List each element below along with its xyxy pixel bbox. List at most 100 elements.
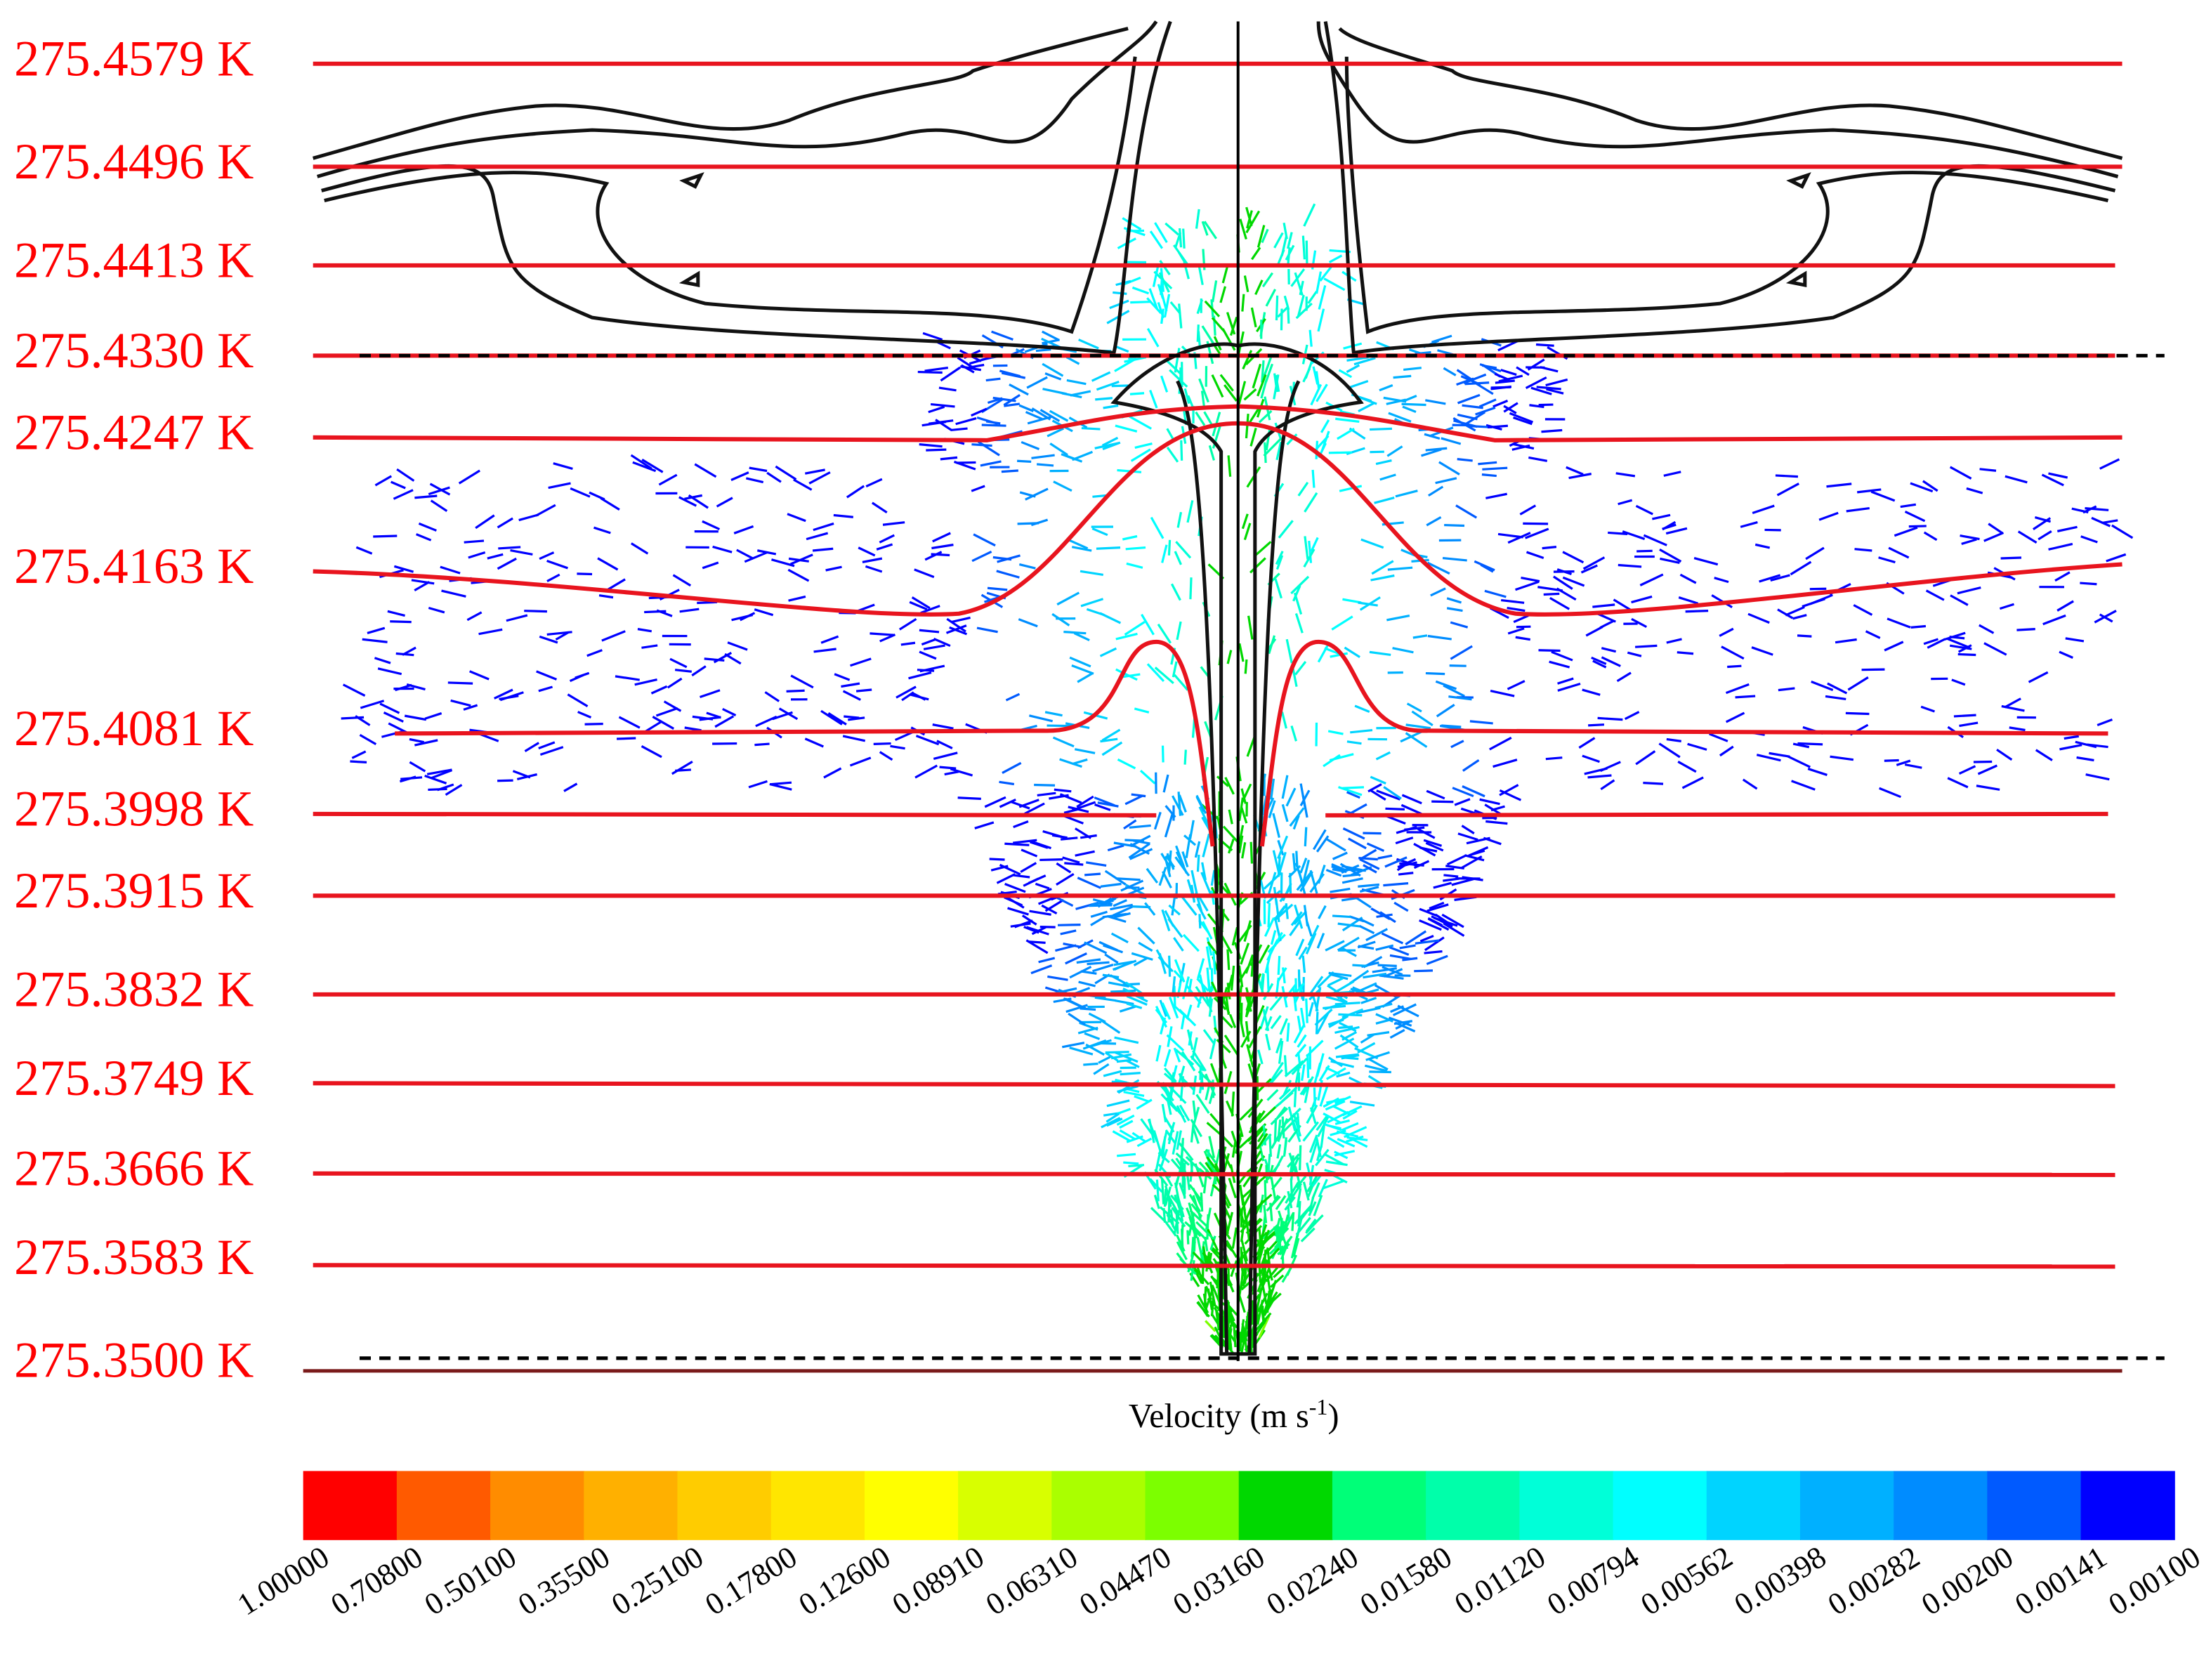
velocity-vector xyxy=(996,873,1016,884)
velocity-vector xyxy=(1037,792,1056,797)
velocity-vector xyxy=(1360,997,1377,1004)
velocity-vector xyxy=(1163,1115,1175,1133)
velocity-vector xyxy=(478,628,503,636)
velocity-vector xyxy=(1677,761,1697,773)
velocity-vector xyxy=(1347,837,1367,850)
velocity-vector xyxy=(1747,612,1770,624)
velocity-vector xyxy=(1826,483,1852,488)
velocity-vector xyxy=(1362,848,1377,859)
isotherm-label: 275.4330 K xyxy=(14,322,254,379)
velocity-vector xyxy=(1161,909,1171,931)
velocity-vector xyxy=(1273,373,1278,393)
velocity-vector xyxy=(1277,856,1281,877)
velocity-vector xyxy=(1490,386,1511,389)
velocity-vector xyxy=(1157,302,1164,319)
velocity-vector xyxy=(1652,513,1671,520)
velocity-vector xyxy=(1242,1271,1247,1287)
velocity-vector xyxy=(1290,725,1297,742)
velocity-vector xyxy=(999,798,1016,808)
velocity-vector xyxy=(1693,557,1719,566)
velocity-vector xyxy=(974,821,995,829)
velocity-vector xyxy=(1365,928,1389,942)
velocity-vector xyxy=(1358,402,1375,413)
velocity-vector xyxy=(1181,851,1189,868)
velocity-vector xyxy=(1950,594,1969,606)
velocity-vector xyxy=(1105,1051,1119,1062)
velocity-vector xyxy=(1025,939,1049,954)
velocity-vector xyxy=(1315,1011,1319,1035)
velocity-vector xyxy=(1388,1016,1412,1027)
velocity-vector xyxy=(2111,524,2134,539)
velocity-vector xyxy=(960,364,975,374)
velocity-vector xyxy=(2076,756,2094,762)
velocity-vector xyxy=(1482,364,1497,369)
colorbar-label: 0.03160 xyxy=(1167,1540,1271,1622)
velocity-vector xyxy=(1310,537,1319,553)
velocity-vector xyxy=(834,673,851,681)
velocity-vector xyxy=(1110,932,1129,944)
velocity-vector xyxy=(2099,458,2120,470)
velocity-vector xyxy=(1031,407,1051,421)
velocity-vector xyxy=(1174,232,1182,248)
velocity-vector xyxy=(1243,275,1249,292)
velocity-vector xyxy=(1148,288,1158,309)
velocity-vector xyxy=(1188,1212,1195,1236)
velocity-vector xyxy=(1270,930,1277,945)
velocity-vector xyxy=(1103,1070,1122,1077)
velocity-vector xyxy=(1297,481,1309,497)
velocity-vector xyxy=(1395,836,1414,845)
velocity-vector xyxy=(1346,740,1362,745)
velocity-vector xyxy=(1161,745,1164,763)
velocity-vector xyxy=(1258,944,1271,964)
velocity-vector xyxy=(663,700,682,712)
velocity-vector xyxy=(1042,829,1063,838)
velocity-vector xyxy=(1281,775,1289,799)
velocity-vector xyxy=(1243,388,1257,401)
velocity-vector xyxy=(1170,1194,1184,1211)
velocity-vector xyxy=(1298,946,1308,960)
velocity-vector xyxy=(1287,1190,1293,1209)
velocity-vector xyxy=(1957,586,1981,595)
velocity-vector xyxy=(1366,842,1385,852)
velocity-vector xyxy=(1064,862,1084,866)
velocity-vector xyxy=(932,532,951,543)
velocity-vector xyxy=(1402,395,1417,403)
velocity-vector xyxy=(722,708,737,716)
velocity-vector xyxy=(355,715,371,726)
velocity-vector xyxy=(1240,1190,1253,1213)
velocity-vector xyxy=(1260,1280,1268,1305)
velocity-vector xyxy=(1290,911,1303,926)
velocity-vector xyxy=(1076,958,1101,964)
colorbar-cell xyxy=(1706,1471,1801,1540)
velocity-vector xyxy=(1146,327,1160,348)
velocity-vector xyxy=(1188,820,1195,839)
velocity-vector xyxy=(1302,859,1311,881)
velocity-vector xyxy=(414,494,438,499)
velocity-vector xyxy=(1597,612,1616,623)
isotherm-label: 275.4579 K xyxy=(14,30,254,86)
velocity-vector xyxy=(1146,867,1159,884)
velocity-vector xyxy=(1375,459,1392,466)
velocity-vector xyxy=(1186,1207,1197,1230)
velocity-vector xyxy=(1759,574,1781,583)
velocity-vector xyxy=(575,671,590,679)
velocity-vector xyxy=(548,482,571,490)
velocity-vector xyxy=(1238,381,1247,405)
colorbar-label: 0.70800 xyxy=(325,1540,429,1622)
colorbar-cell xyxy=(490,1471,585,1540)
velocity-vector xyxy=(914,764,938,779)
velocity-vector xyxy=(1402,405,1417,413)
velocity-vector xyxy=(1977,764,1998,775)
velocity-vector xyxy=(1549,596,1570,610)
velocity-vector xyxy=(1241,842,1247,859)
velocity-vector xyxy=(1116,1114,1135,1126)
velocity-vector xyxy=(1186,500,1194,523)
velocity-vector xyxy=(1119,1005,1136,1013)
velocity-vector xyxy=(890,744,905,750)
velocity-vector xyxy=(1400,803,1422,815)
velocity-vector xyxy=(1205,946,1212,970)
velocity-vector xyxy=(1001,469,1018,473)
velocity-vector xyxy=(1434,913,1450,924)
velocity-vector xyxy=(1923,638,1938,645)
velocity-vector xyxy=(1299,280,1304,296)
